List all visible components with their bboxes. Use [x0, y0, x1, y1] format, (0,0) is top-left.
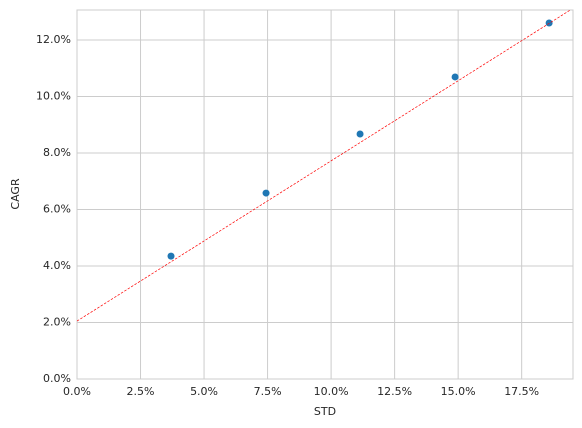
plot-area	[77, 10, 571, 322]
trend-line	[77, 10, 571, 322]
x-tick-label: 0.0%	[63, 385, 91, 398]
x-tick-label: 7.5%	[254, 385, 282, 398]
y-tick-label: 12.0%	[36, 33, 71, 46]
x-axis-label: STD	[314, 405, 336, 418]
y-tick-label: 6.0%	[43, 202, 71, 215]
y-tick-label: 10.0%	[36, 89, 71, 102]
x-tick-label: 2.5%	[127, 385, 155, 398]
point	[167, 252, 175, 260]
x-tick-label: 12.5%	[377, 385, 412, 398]
y-tick-label: 8.0%	[43, 146, 71, 159]
y-tick-label: 4.0%	[43, 259, 71, 272]
x-tick-label: 17.5%	[504, 385, 539, 398]
x-tick-label: 10.0%	[314, 385, 349, 398]
y-tick-label: 0.0%	[43, 372, 71, 385]
plot-frame	[76, 9, 574, 380]
point	[356, 130, 364, 138]
x-tick-label: 15.0%	[441, 385, 476, 398]
y-tick-label: 2.0%	[43, 315, 71, 328]
point	[451, 73, 459, 81]
x-tick-label: 5.0%	[190, 385, 218, 398]
y-axis-label: CAGR	[9, 178, 22, 210]
point	[262, 189, 270, 197]
